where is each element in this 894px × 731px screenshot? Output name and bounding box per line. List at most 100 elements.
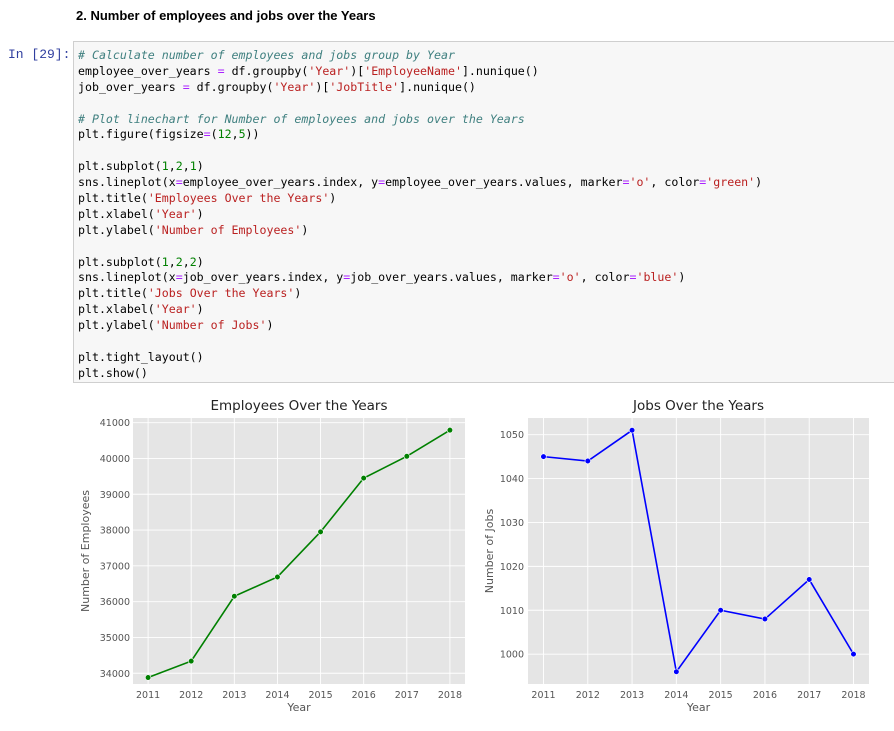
code-token: 1 [161, 159, 169, 174]
code-token: = [343, 270, 351, 285]
code-token: ) [266, 318, 274, 333]
code-token: 'Number of Jobs' [154, 318, 267, 333]
y-tick-label: 40000 [100, 454, 130, 465]
code-token: plt.show() [78, 365, 148, 380]
code-line: plt.show() [78, 366, 762, 382]
code-token: df.groupby( [224, 63, 309, 78]
cell-output: 2011 2012 2013 2014 2015 2016 2017 2018 34000 350… [73, 388, 894, 726]
code-token: , [231, 127, 239, 142]
code-token: ) [294, 286, 302, 301]
y-tick-label: 1050 [500, 430, 524, 441]
code-token: 'Year' [308, 63, 351, 78]
code-token: plt.title( [78, 191, 148, 206]
code-line: plt.ylabel('Number of Jobs') [78, 318, 762, 334]
code-token: 'Year' [273, 79, 316, 94]
chart-title: Employees Over the Years [210, 398, 387, 414]
code-token: 'JobTitle' [329, 79, 400, 94]
code-token: ) [196, 159, 204, 174]
code-token: 'Jobs Over the Years' [147, 286, 295, 301]
code-token: 1 [189, 159, 197, 174]
chart-1: 2011 2012 2013 2014 2015 2016 2017 2018 34000 350… [79, 398, 465, 714]
code-line: # Plot linechart for Number of employees… [78, 112, 762, 128]
code-token: 2 [175, 254, 183, 269]
code-token: 'o' [629, 175, 651, 190]
code-token: ) [196, 206, 204, 221]
code-token: plt.xlabel( [78, 302, 155, 317]
code-line: plt.subplot(1,2,2) [78, 255, 762, 271]
code-token: job_over_years [78, 79, 183, 94]
code-token: employee_over_years [78, 63, 218, 78]
y-tick-label: 41000 [100, 418, 130, 429]
code-token: plt.xlabel( [78, 206, 155, 221]
code-token: = [203, 127, 211, 142]
figure: 2011 2012 2013 2014 2015 2016 2017 2018 34000 350… [79, 398, 869, 714]
data-point [717, 607, 724, 614]
code-token: ].nunique() [461, 63, 539, 78]
code-cell[interactable]: # Calculate number of employees and jobs… [73, 41, 894, 383]
code-token: ) [755, 175, 763, 190]
data-point [188, 657, 195, 665]
data-point [584, 457, 591, 465]
code-line [78, 334, 762, 350]
plot-area [528, 418, 869, 684]
code-token: ].nunique() [399, 79, 476, 94]
data-point [360, 475, 367, 482]
code-token: ) [196, 254, 204, 269]
code-token: = [552, 270, 560, 285]
series-line [147, 429, 451, 679]
code-token: df.groupby( [189, 79, 274, 94]
code-token: 'blue' [636, 270, 679, 285]
code-line [78, 239, 762, 255]
code-line: job_over_years = df.groupby('Year')['Job… [78, 80, 762, 96]
code-token: , [182, 159, 190, 174]
code-token: ) [301, 222, 309, 237]
code-token: , [182, 254, 190, 269]
code-token: 'Number of Employees' [154, 222, 302, 237]
data-point [317, 528, 324, 535]
data-point [231, 593, 238, 600]
data-point [403, 453, 410, 460]
y-tick-label: 1000 [500, 650, 524, 661]
data-point [806, 576, 813, 583]
code-token: = [182, 79, 190, 94]
code-token: plt.tight_layout() [78, 349, 204, 364]
x-axis-label: Year [686, 701, 711, 714]
code-token: 'o' [559, 270, 581, 285]
code-token: 5 [238, 127, 246, 142]
code-line: plt.title('Employees Over the Years') [78, 191, 762, 207]
plot-area [133, 418, 465, 684]
y-tick-label: 37000 [100, 561, 130, 572]
code-token: = [378, 175, 386, 190]
code-token: , [168, 159, 176, 174]
x-tick-label: 2017 [395, 690, 419, 701]
y-tick-label: 35000 [100, 633, 130, 644]
code-token: 2 [175, 159, 183, 174]
y-axis-label: Number of Jobs [483, 509, 496, 594]
code-editor[interactable]: # Calculate number of employees and jobs… [78, 48, 762, 382]
y-tick-label: 1010 [500, 606, 524, 617]
code-token: ( [210, 127, 218, 142]
x-tick-label: 2013 [222, 690, 246, 701]
code-token: sns.lineplot(x [78, 270, 176, 285]
code-token: , [168, 254, 176, 269]
code-line [78, 96, 762, 112]
code-token: sns.lineplot(x [78, 175, 176, 190]
code-token: employee_over_years.index, y [182, 175, 379, 190]
data-point [144, 674, 152, 681]
code-token: )) [245, 127, 260, 142]
chart-title: Jobs Over the Years [632, 398, 764, 414]
code-token: 'Year' [154, 302, 197, 317]
y-tick-label: 1030 [500, 518, 524, 529]
code-line [78, 143, 762, 159]
code-token: plt.title( [78, 286, 148, 301]
code-token: plt.ylabel( [78, 318, 155, 333]
code-token: 2 [189, 254, 197, 269]
y-tick-label: 1040 [500, 474, 524, 485]
code-line: plt.figure(figsize=(12,5)) [78, 127, 762, 143]
code-token: )[ [350, 63, 365, 78]
y-tick-label: 34000 [100, 669, 130, 680]
x-tick-label: 2013 [620, 690, 644, 701]
x-tick-label: 2018 [438, 690, 462, 701]
code-line: plt.subplot(1,2,1) [78, 159, 762, 175]
data-point [446, 427, 454, 434]
